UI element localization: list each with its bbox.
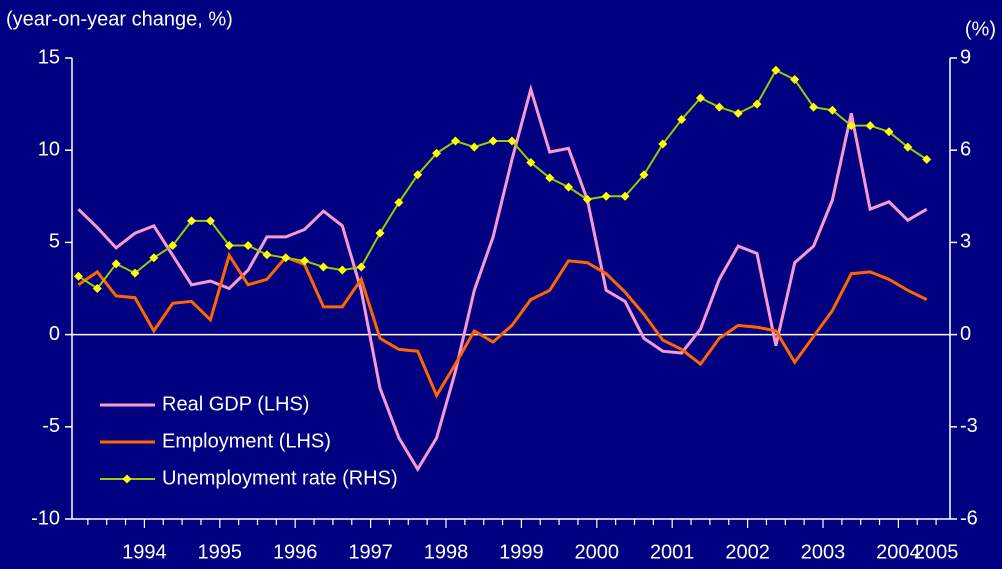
- x-tick-label: 2002: [725, 541, 770, 563]
- marker: [450, 136, 460, 146]
- marker: [658, 139, 668, 149]
- x-tick-label: 2001: [650, 541, 695, 563]
- y-tick-label: 0: [49, 323, 60, 345]
- marker: [865, 121, 875, 131]
- marker: [243, 240, 253, 250]
- legend-label: Employment (LHS): [162, 430, 331, 452]
- marker: [413, 170, 423, 180]
- legend-label: Unemployment rate (RHS): [162, 467, 398, 489]
- series-line: [77, 251, 928, 399]
- y2-tick-label: -6: [960, 507, 978, 529]
- marker: [281, 253, 291, 263]
- marker: [582, 194, 592, 204]
- marker: [92, 284, 102, 293]
- marker: [507, 136, 517, 146]
- marker: [733, 108, 743, 118]
- y-tick-label: 15: [38, 46, 60, 68]
- marker: [526, 157, 536, 167]
- series-line: [77, 68, 928, 290]
- x-tick-label: 2004: [876, 541, 921, 563]
- marker: [771, 65, 781, 75]
- marker: [168, 240, 178, 250]
- marker: [469, 142, 479, 152]
- marker: [620, 191, 630, 201]
- y-tick-label: -10: [31, 507, 60, 529]
- y-tick-label: -5: [42, 415, 60, 437]
- marker: [318, 262, 328, 272]
- y2-tick-label: 0: [960, 323, 971, 345]
- y-axis-label: (year-on-year change, %): [6, 8, 233, 30]
- legend-marker: [122, 474, 132, 484]
- marker: [564, 182, 574, 192]
- marker: [846, 121, 856, 131]
- x-tick-label: 1995: [198, 541, 243, 563]
- y2-tick-label: 6: [960, 138, 971, 160]
- y-tick-label: 5: [49, 231, 60, 253]
- marker: [752, 99, 762, 109]
- marker: [130, 268, 140, 278]
- y2-tick-label: -3: [960, 415, 978, 437]
- marker: [149, 253, 159, 263]
- y2-tick-label: 3: [960, 231, 971, 253]
- y2-axis-label: (%): [965, 18, 996, 40]
- marker: [714, 102, 724, 112]
- marker: [677, 114, 687, 124]
- y-tick-label: 10: [38, 138, 60, 160]
- marker: [224, 240, 234, 250]
- x-tick-label: 1994: [122, 541, 167, 563]
- marker: [695, 93, 705, 103]
- marker: [300, 256, 310, 266]
- x-tick-label: 1997: [348, 541, 393, 563]
- x-tick-label: 1998: [424, 541, 469, 563]
- marker: [922, 154, 932, 164]
- marker: [187, 216, 197, 226]
- x-tick-label: 2003: [801, 541, 846, 563]
- marker: [488, 136, 498, 146]
- marker: [790, 75, 800, 85]
- marker: [111, 259, 121, 269]
- x-tick-label: 1999: [499, 541, 544, 563]
- marker: [432, 148, 442, 158]
- legend-label: Real GDP (LHS): [162, 393, 309, 415]
- marker: [337, 265, 347, 275]
- marker: [262, 250, 272, 260]
- marker: [356, 262, 366, 272]
- x-tick-label: 2005: [914, 541, 959, 563]
- marker: [205, 216, 215, 226]
- x-tick-label: 2000: [575, 541, 620, 563]
- marker: [73, 271, 83, 281]
- marker: [375, 228, 385, 238]
- marker: [809, 102, 819, 112]
- marker: [884, 127, 894, 137]
- marker: [601, 191, 611, 201]
- marker: [639, 170, 649, 180]
- y2-tick-label: 9: [960, 46, 971, 68]
- marker: [394, 197, 404, 207]
- marker: [545, 173, 555, 183]
- marker: [827, 105, 837, 115]
- x-tick-label: 1996: [273, 541, 318, 563]
- marker: [903, 142, 913, 152]
